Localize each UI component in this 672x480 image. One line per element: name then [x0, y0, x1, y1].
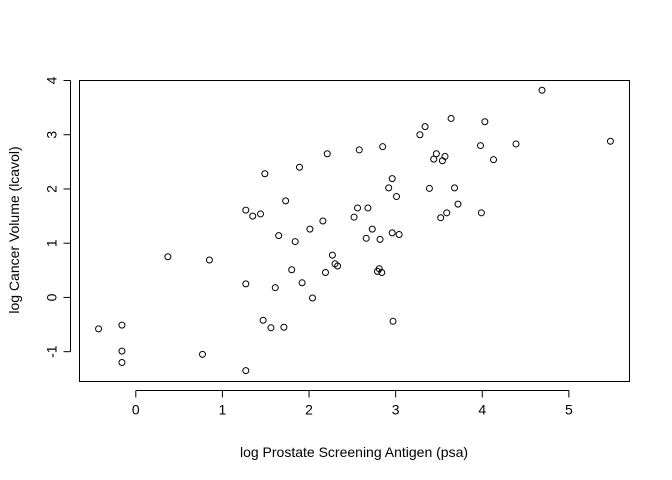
data-point-27	[323, 150, 331, 158]
data-point-1	[118, 347, 126, 355]
data-point-13	[261, 170, 269, 178]
data-point-51	[430, 155, 438, 163]
data-point-7	[242, 206, 250, 214]
data-point-66	[606, 137, 614, 145]
y-tick-label-5: 4	[44, 76, 60, 84]
data-point-12	[259, 316, 267, 324]
data-point-19	[288, 266, 296, 274]
x-tick-label-4: 4	[478, 402, 486, 418]
data-point-42	[385, 184, 393, 192]
data-point-58	[451, 184, 459, 192]
data-point-15	[271, 284, 279, 292]
data-point-17	[280, 323, 288, 331]
data-point-59	[454, 200, 462, 208]
data-point-47	[395, 231, 403, 239]
x-axis: 0 1 2 3 4 5	[132, 390, 573, 418]
data-point-33	[355, 146, 363, 154]
data-point-5	[198, 350, 206, 358]
x-tick-label-3: 3	[392, 402, 400, 418]
data-point-9	[242, 367, 250, 375]
data-point-49	[421, 123, 429, 131]
data-point-61	[477, 209, 485, 217]
data-point-39	[376, 235, 384, 243]
data-point-40	[378, 268, 386, 276]
data-point-24	[308, 294, 316, 302]
y-axis: -1 0 1 2 3 4	[44, 76, 71, 358]
data-point-56	[443, 209, 451, 217]
x-tick-label-5: 5	[565, 402, 573, 418]
data-point-46	[393, 193, 401, 201]
data-point-14	[267, 324, 275, 332]
data-point-25	[319, 217, 327, 225]
y-tick-label-0: -1	[44, 345, 60, 358]
data-point-30	[334, 262, 342, 270]
data-point-64	[512, 140, 520, 148]
data-point-48	[416, 131, 424, 139]
data-point-60	[477, 142, 485, 150]
x-tick-label-2: 2	[305, 402, 313, 418]
data-point-50	[425, 184, 433, 192]
data-point-57	[447, 114, 455, 122]
data-point-55	[441, 152, 449, 160]
y-tick-label-2: 1	[44, 239, 60, 247]
x-tick-label-0: 0	[132, 402, 140, 418]
data-point-45	[389, 317, 397, 325]
data-point-20	[291, 238, 299, 246]
y-axis-title: log Cancer Volume (lcavol)	[6, 146, 22, 313]
data-point-35	[364, 204, 372, 212]
points-layer	[95, 86, 614, 375]
data-point-62	[481, 118, 489, 126]
data-point-8	[242, 280, 250, 288]
data-point-65	[538, 86, 546, 94]
data-point-41	[379, 143, 387, 151]
data-point-28	[328, 251, 336, 259]
data-point-18	[282, 197, 290, 205]
data-point-6	[205, 256, 213, 264]
y-tick-label-3: 2	[44, 185, 60, 193]
data-point-3	[118, 359, 126, 367]
data-point-44	[388, 229, 396, 237]
data-point-26	[321, 268, 329, 276]
x-axis-title: log Prostate Screening Antigen (psa)	[240, 444, 468, 460]
data-point-52	[432, 150, 440, 158]
data-point-10	[249, 212, 257, 220]
data-point-11	[257, 210, 265, 218]
data-point-0	[95, 325, 103, 333]
data-point-43	[388, 175, 396, 183]
data-point-21	[296, 163, 303, 171]
y-tick-label-1: 0	[44, 293, 60, 301]
data-point-34	[362, 234, 370, 242]
x-tick-label-1: 1	[219, 402, 227, 418]
data-point-4	[164, 253, 172, 261]
data-point-22	[298, 279, 306, 287]
data-point-63	[490, 156, 498, 164]
data-point-32	[354, 204, 362, 212]
plot-frame	[79, 80, 630, 382]
data-point-2	[118, 321, 126, 329]
data-point-23	[306, 225, 314, 233]
data-point-31	[350, 213, 358, 221]
y-tick-label-4: 3	[44, 131, 60, 139]
data-point-16	[275, 232, 283, 240]
data-point-53	[437, 214, 445, 222]
data-point-36	[368, 225, 376, 233]
